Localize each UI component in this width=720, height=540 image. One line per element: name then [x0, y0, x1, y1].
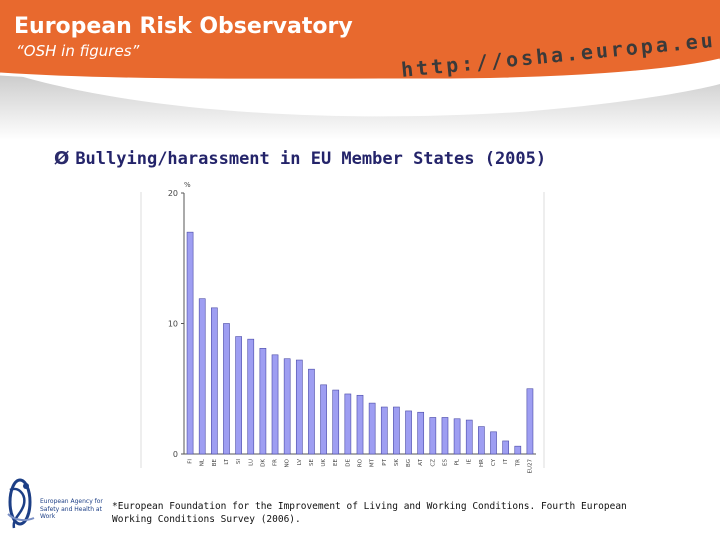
x-tick-label: SE — [309, 458, 315, 465]
x-tick-label: LT — [224, 458, 230, 464]
bar-se — [308, 368, 315, 455]
x-tick-label: NL — [200, 458, 206, 466]
x-tick-label: SK — [394, 459, 400, 466]
header-subtitle: “OSH in figures” — [16, 42, 140, 60]
x-tick-label: CZ — [430, 459, 436, 467]
y-tick-label: 0 — [173, 450, 178, 459]
x-tick-label: BG — [406, 459, 412, 467]
bar-sk — [393, 406, 400, 455]
x-tick-label: EU27 — [527, 459, 533, 474]
heading-row: Ø Bullying/harassment in EU Member States… — [54, 148, 546, 169]
x-tick-label: LU — [248, 459, 254, 466]
bar-bg — [405, 410, 412, 455]
bar-nl — [198, 298, 206, 455]
slide-heading: Bullying/harassment in EU Member States … — [75, 149, 547, 169]
header-banner: European Risk Observatory “OSH in figure… — [0, 0, 720, 140]
x-tick-label: RO — [358, 458, 364, 467]
x-tick-label: DE — [345, 458, 351, 466]
bar-be — [211, 307, 218, 455]
bar-ee — [332, 389, 340, 455]
bar-mt — [368, 402, 376, 455]
bar-at — [417, 411, 425, 455]
bar-pl — [453, 418, 461, 455]
bar-pt — [380, 406, 388, 455]
bar-chart: 0 10 20% FI NL BE LT SI LU DK FR NO LV SE UK EE DE RO MT PT… — [140, 181, 545, 474]
bar-lt — [223, 323, 230, 455]
bar-lu — [247, 338, 255, 455]
x-tick-label: FR — [273, 459, 279, 466]
x-tick-label: PT — [382, 458, 388, 465]
x-tick-label: BE — [212, 458, 218, 466]
x-tick-label: MT — [370, 458, 376, 467]
bar-fr — [271, 354, 279, 455]
bar-it — [502, 440, 509, 455]
x-tick-label: CY — [491, 458, 497, 466]
bar-cy — [490, 431, 497, 455]
x-tick-label: NO — [285, 458, 291, 467]
bar-eu27 — [526, 388, 534, 455]
x-tick-label: IT — [503, 458, 509, 464]
source-footnote: *European Foundation for the Improvement… — [112, 501, 627, 525]
y-tick-label: 20 — [168, 189, 178, 198]
bullet-arrow-icon: Ø — [54, 148, 70, 169]
header-title: European Risk Observatory — [14, 14, 353, 39]
eu-osha-logo — [7, 478, 35, 529]
bar-fi — [186, 231, 194, 455]
x-tick-label: EE — [333, 458, 339, 465]
agency-name-text: European Agency for Safety and Health at… — [40, 498, 103, 520]
x-tick-label: DK — [260, 459, 266, 467]
bar-no — [283, 358, 291, 455]
bar-cz — [429, 417, 437, 455]
bar-tr — [514, 445, 522, 455]
x-tick-label: HR — [479, 459, 485, 467]
bar-de — [344, 393, 352, 455]
bar-ro — [356, 394, 364, 455]
x-tick-label: IE — [467, 458, 473, 464]
bar-dk — [259, 347, 267, 455]
bar-lv — [295, 359, 303, 455]
x-tick-label: ES — [442, 458, 448, 465]
bar-si — [235, 336, 242, 455]
x-tick-label: UK — [321, 459, 327, 467]
x-tick-label: FI — [188, 459, 194, 464]
x-tick-label: SI — [236, 459, 242, 464]
y-axis-label: % — [184, 181, 191, 189]
x-tick-label: TR — [515, 459, 521, 467]
bar-es — [441, 417, 449, 455]
x-tick-label: AT — [418, 458, 424, 465]
x-tick-label: LV — [297, 459, 303, 465]
x-tick-label: PL — [455, 458, 461, 465]
header-swoosh — [0, 0, 720, 140]
bar-hr — [478, 426, 485, 455]
y-tick-label: 10 — [168, 320, 178, 329]
bar-uk — [320, 384, 327, 455]
bar-ie — [465, 419, 473, 455]
